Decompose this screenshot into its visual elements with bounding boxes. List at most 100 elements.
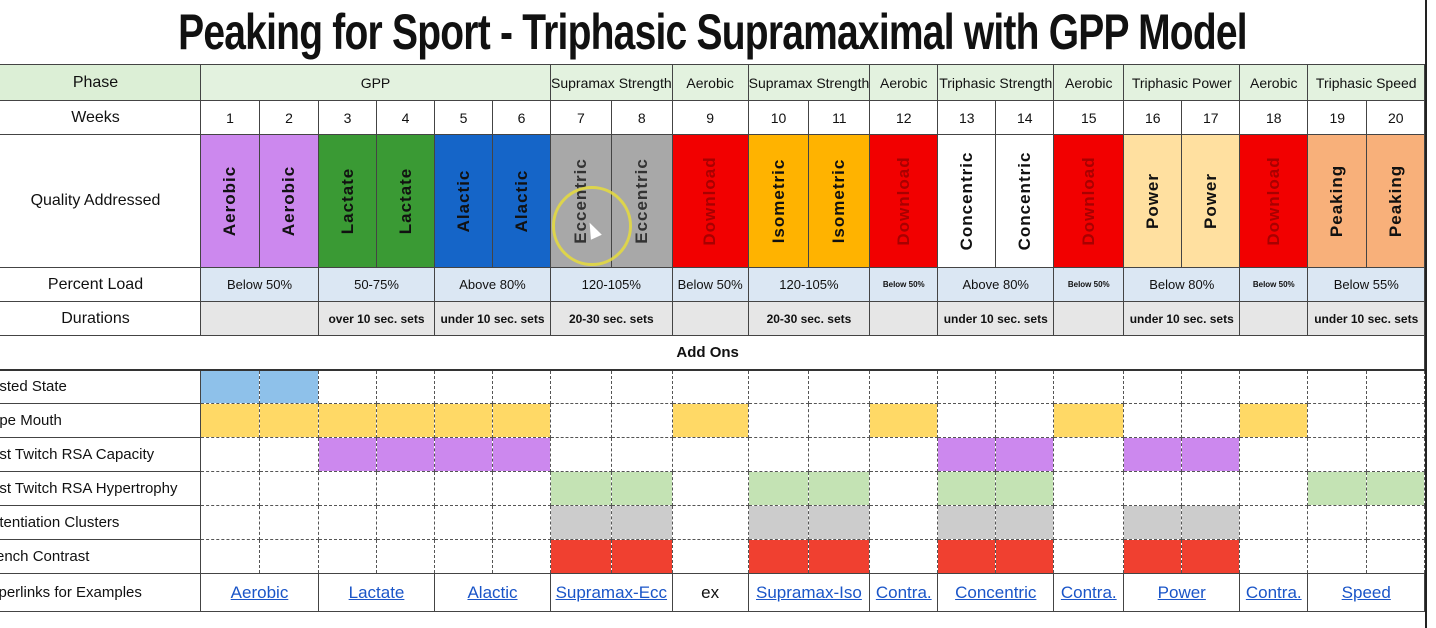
addon-cell[interactable] <box>937 471 997 506</box>
addon-cell[interactable] <box>434 403 493 438</box>
week-number-cell[interactable]: 18 <box>1239 100 1309 135</box>
addon-cell[interactable] <box>434 539 493 574</box>
example-hyperlink[interactable]: Alactic <box>467 582 518 602</box>
example-hyperlink[interactable]: Power <box>1157 582 1206 602</box>
addon-cell[interactable] <box>869 539 939 574</box>
addon-cell[interactable] <box>1366 539 1426 574</box>
addon-cell[interactable] <box>1366 403 1426 438</box>
addon-cell[interactable] <box>1181 505 1241 540</box>
addon-cell[interactable] <box>671 471 749 506</box>
addon-cell[interactable] <box>259 437 319 472</box>
load-cell[interactable]: Above 80% <box>937 267 1055 302</box>
example-hyperlink[interactable]: Contra. <box>1060 582 1117 602</box>
addon-cell[interactable] <box>434 437 493 472</box>
example-link-cell[interactable]: Contra. <box>1239 573 1309 612</box>
addon-cell[interactable] <box>869 471 939 506</box>
addon-label[interactable]: asted State <box>0 369 201 404</box>
addon-cell[interactable] <box>550 471 612 506</box>
load-cell[interactable]: Below 80% <box>1123 267 1241 302</box>
quality-cell[interactable]: Isometric <box>808 134 871 268</box>
phase-cell[interactable]: Aerobic <box>1239 64 1309 101</box>
example-link-cell[interactable]: Power <box>1123 573 1241 612</box>
week-number-cell[interactable]: 11 <box>808 100 871 135</box>
load-cell[interactable]: 50-75% <box>318 267 435 302</box>
addon-cell[interactable] <box>376 471 435 506</box>
addon-cell[interactable] <box>200 539 260 574</box>
load-cell[interactable]: Above 80% <box>434 267 551 302</box>
example-hyperlink[interactable]: Supramax-Iso <box>756 582 862 602</box>
addon-cell[interactable] <box>995 471 1055 506</box>
addon-cell[interactable] <box>1181 369 1241 404</box>
addon-cell[interactable] <box>1123 539 1183 574</box>
addon-cell[interactable] <box>1366 471 1426 506</box>
addon-label[interactable]: ape Mouth <box>0 403 201 438</box>
addon-cell[interactable] <box>434 471 493 506</box>
quality-cell[interactable]: Peaking <box>1307 134 1368 268</box>
addon-cell[interactable] <box>808 369 871 404</box>
addon-cell[interactable] <box>995 539 1055 574</box>
addon-cell[interactable] <box>376 539 435 574</box>
addon-cell[interactable] <box>1239 369 1309 404</box>
phase-cell[interactable]: Triphasic Power <box>1123 64 1241 101</box>
addon-cell[interactable] <box>1123 471 1183 506</box>
example-hyperlink[interactable]: Aerobic <box>230 582 289 602</box>
addon-cell[interactable] <box>808 505 871 540</box>
week-number-cell[interactable]: 16 <box>1123 100 1183 135</box>
addon-cell[interactable] <box>869 437 939 472</box>
addon-cell[interactable] <box>937 505 997 540</box>
addon-cell[interactable] <box>1307 471 1368 506</box>
addon-cell[interactable] <box>1181 539 1241 574</box>
load-label[interactable]: Percent Load <box>0 267 201 302</box>
phase-cell[interactable]: GPP <box>200 64 551 101</box>
addon-cell[interactable] <box>376 369 435 404</box>
quality-label[interactable]: Quality Addressed <box>0 134 201 268</box>
addon-cell[interactable] <box>259 505 319 540</box>
quality-cell[interactable]: Power <box>1181 134 1241 268</box>
durations-label[interactable]: Durations <box>0 301 201 336</box>
addon-cell[interactable] <box>259 539 319 574</box>
example-hyperlink[interactable]: Contra. <box>875 582 932 602</box>
addon-cell[interactable] <box>995 437 1055 472</box>
example-link-cell[interactable]: Supramax-Iso <box>747 573 871 612</box>
addon-cell[interactable] <box>1181 437 1241 472</box>
example-hyperlink[interactable]: Lactate <box>348 582 405 602</box>
addon-cell[interactable] <box>1053 437 1125 472</box>
addon-cell[interactable] <box>200 437 260 472</box>
addon-cell[interactable] <box>937 403 997 438</box>
quality-cell[interactable]: Peaking <box>1366 134 1426 268</box>
addon-cell[interactable] <box>995 505 1055 540</box>
addons-header[interactable]: Add Ons <box>0 335 1426 371</box>
addon-cell[interactable] <box>869 369 939 404</box>
addon-cell[interactable] <box>259 403 319 438</box>
addon-cell[interactable] <box>1366 505 1426 540</box>
addon-cell[interactable] <box>808 539 871 574</box>
addon-cell[interactable] <box>550 437 612 472</box>
addon-cell[interactable] <box>671 437 749 472</box>
addon-cell[interactable] <box>1239 437 1309 472</box>
quality-cell[interactable]: Download <box>671 134 749 268</box>
quality-cell[interactable]: Download <box>869 134 939 268</box>
load-cell[interactable]: Below 50% <box>1053 267 1125 302</box>
addon-cell[interactable] <box>492 437 551 472</box>
week-number-cell[interactable]: 8 <box>610 100 673 135</box>
addon-cell[interactable] <box>1366 437 1426 472</box>
addon-cell[interactable] <box>937 539 997 574</box>
load-cell[interactable]: Below 55% <box>1307 267 1426 302</box>
addon-cell[interactable] <box>434 369 493 404</box>
addon-cell[interactable] <box>747 539 810 574</box>
example-link-cell[interactable]: Lactate <box>318 573 435 612</box>
addon-cell[interactable] <box>1181 403 1241 438</box>
week-number-cell[interactable]: 9 <box>671 100 749 135</box>
addon-cell[interactable] <box>1307 437 1368 472</box>
addon-cell[interactable] <box>995 369 1055 404</box>
load-cell[interactable]: 120-105% <box>550 267 673 302</box>
week-number-cell[interactable]: 2 <box>259 100 319 135</box>
addon-cell[interactable] <box>610 471 673 506</box>
addon-cell[interactable] <box>318 437 377 472</box>
addon-cell[interactable] <box>1053 539 1125 574</box>
addon-cell[interactable] <box>1053 505 1125 540</box>
addon-cell[interactable] <box>200 403 260 438</box>
addon-cell[interactable] <box>1239 471 1309 506</box>
example-hyperlink[interactable]: Speed <box>1341 582 1391 602</box>
quality-cell[interactable]: Alactic <box>492 134 551 268</box>
